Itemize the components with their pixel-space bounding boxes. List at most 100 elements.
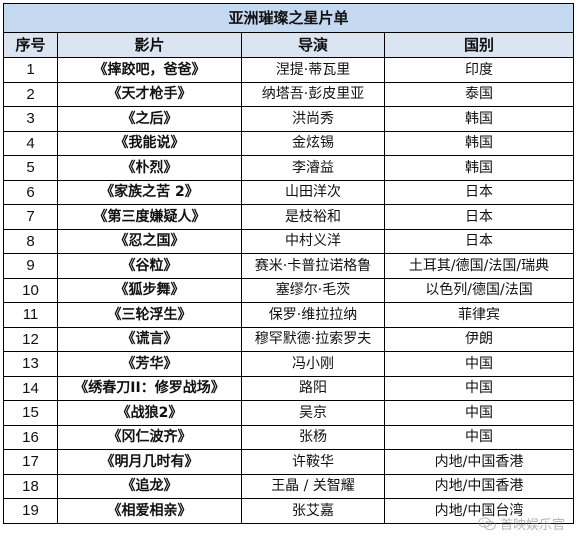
- cell-director: 路阳: [241, 375, 385, 401]
- cell-director: 穆罕默德·拉索罗夫: [241, 326, 385, 352]
- cell-film: 《冈仁波齐》: [57, 424, 242, 450]
- column-header-director: 导演: [241, 32, 385, 58]
- cell-country: 中国: [383, 375, 575, 401]
- cell-director: 张杨: [241, 424, 385, 450]
- cell-director: 是枝裕和: [241, 204, 385, 230]
- column-header-film: 影片: [57, 32, 242, 58]
- cell-country: 中国: [383, 351, 575, 377]
- table-row: 16 《冈仁波齐》 张杨 中国: [3, 424, 575, 450]
- column-header-number: 序号: [3, 32, 58, 58]
- cell-number: 9: [3, 253, 58, 279]
- table-title-row: 亚洲璀璨之星片单: [2, 3, 575, 33]
- table-row: 18 《追龙》 王晶 / 关智耀 内地/中国香港: [3, 473, 575, 499]
- cell-number: 15: [3, 400, 58, 426]
- cell-number: 7: [3, 204, 58, 230]
- cell-number: 6: [3, 179, 58, 205]
- cell-number: 11: [3, 302, 58, 328]
- cell-director: 赛米·卡普拉诺格鲁: [241, 253, 385, 279]
- cell-number: 14: [3, 375, 58, 401]
- table-row: 15 《战狼2》 吴京 中国: [3, 400, 575, 426]
- cell-film: 《家族之苦 2》: [57, 179, 242, 205]
- cell-number: 12: [3, 326, 58, 352]
- cell-director: 张艾嘉: [241, 498, 385, 524]
- cell-film: 《谎言》: [57, 326, 242, 352]
- cell-director: 许鞍华: [241, 449, 385, 475]
- cell-director: 山田洋次: [241, 179, 385, 205]
- cell-country: 土耳其/德国/法国/瑞典: [383, 253, 575, 279]
- cell-film: 《相爱相亲》: [57, 498, 242, 524]
- cell-film: 《忍之国》: [57, 228, 242, 254]
- cell-number: 16: [3, 424, 58, 450]
- cell-country: 内地/中国香港: [383, 473, 575, 499]
- table-row: 11 《三轮浮生》 保罗·维拉拉纳 菲律宾: [3, 302, 575, 328]
- table-title: 亚洲璀璨之星片单: [2, 3, 575, 33]
- cell-director: 金炫锡: [241, 130, 385, 156]
- cell-number: 1: [3, 57, 58, 83]
- cell-country: 泰国: [383, 81, 575, 107]
- cell-film: 《第三度嫌疑人》: [57, 204, 242, 230]
- table-row: 19 《相爱相亲》 张艾嘉 内地/中国台湾: [3, 498, 575, 524]
- cell-country: 以色列/德国/法国: [383, 277, 575, 303]
- film-list-sheet: 亚洲璀璨之星片单 序号 影片 导演 国别 1 《摔跤吧，爸爸》 涅提·蒂瓦里 印度 2 《…: [2, 3, 575, 524]
- cell-film: 《绣春刀II：修罗战场》: [57, 375, 242, 401]
- cell-number: 4: [3, 130, 58, 156]
- table-row: 10 《狐步舞》 塞缪尔·毛茨 以色列/德国/法国: [3, 277, 575, 303]
- cell-film: 《三轮浮生》: [57, 302, 242, 328]
- table-row: 6 《家族之苦 2》 山田洋次 日本: [3, 179, 575, 205]
- film-list-table: 亚洲璀璨之星片单 序号 影片 导演 国别 1 《摔跤吧，爸爸》 涅提·蒂瓦里 印度 2 《…: [2, 3, 575, 524]
- cell-film: 《摔跤吧，爸爸》: [57, 57, 242, 83]
- cell-country: 日本: [383, 179, 575, 205]
- cell-number: 13: [3, 351, 58, 377]
- cell-country: 韩国: [383, 130, 575, 156]
- cell-director: 李濬益: [241, 155, 385, 181]
- cell-film: 《之后》: [57, 106, 242, 132]
- cell-film: 《追龙》: [57, 473, 242, 499]
- table-row: 17 《明月几时有》 许鞍华 内地/中国香港: [3, 449, 575, 475]
- cell-number: 2: [3, 81, 58, 107]
- cell-director: 洪尚秀: [241, 106, 385, 132]
- table-row: 2 《天才枪手》 纳塔吾·彭皮里亚 泰国: [3, 81, 575, 107]
- cell-film: 《战狼2》: [57, 400, 242, 426]
- table-row: 5 《朴烈》 李濬益 韩国: [3, 155, 575, 181]
- table-row: 3 《之后》 洪尚秀 韩国: [3, 106, 575, 132]
- table-row: 14 《绣春刀II：修罗战场》 路阳 中国: [3, 375, 575, 401]
- cell-number: 18: [3, 473, 58, 499]
- cell-film: 《芳华》: [57, 351, 242, 377]
- cell-number: 3: [3, 106, 58, 132]
- cell-country: 韩国: [383, 106, 575, 132]
- cell-director: 塞缪尔·毛茨: [241, 277, 385, 303]
- table-row: 8 《忍之国》 中村义洋 日本: [3, 228, 575, 254]
- cell-film: 《朴烈》: [57, 155, 242, 181]
- cell-country: 菲律宾: [383, 302, 575, 328]
- cell-director: 纳塔吾·彭皮里亚: [241, 81, 385, 107]
- table-row: 12 《谎言》 穆罕默德·拉索罗夫 伊朗: [3, 326, 575, 352]
- cell-number: 10: [3, 277, 58, 303]
- table-row: 7 《第三度嫌疑人》 是枝裕和 日本: [3, 204, 575, 230]
- cell-film: 《狐步舞》: [57, 277, 242, 303]
- cell-director: 涅提·蒂瓦里: [241, 57, 385, 83]
- cell-director: 王晶 / 关智耀: [241, 473, 385, 499]
- cell-country: 印度: [383, 57, 575, 83]
- cell-number: 5: [3, 155, 58, 181]
- cell-country: 内地/中国香港: [383, 449, 575, 475]
- cell-number: 17: [3, 449, 58, 475]
- cell-director: 吴京: [241, 400, 385, 426]
- column-header-country: 国别: [383, 32, 575, 58]
- cell-country: 伊朗: [383, 326, 575, 352]
- cell-film: 《天才枪手》: [57, 81, 242, 107]
- cell-director: 冯小刚: [241, 351, 385, 377]
- cell-number: 19: [3, 498, 58, 524]
- cell-country: 中国: [383, 424, 575, 450]
- cell-number: 8: [3, 228, 58, 254]
- table-row: 9 《谷粒》 赛米·卡普拉诺格鲁 土耳其/德国/法国/瑞典: [3, 253, 575, 279]
- table-row: 13 《芳华》 冯小刚 中国: [3, 351, 575, 377]
- cell-director: 保罗·维拉拉纳: [241, 302, 385, 328]
- table-row: 1 《摔跤吧，爸爸》 涅提·蒂瓦里 印度: [3, 57, 575, 83]
- cell-director: 中村义洋: [241, 228, 385, 254]
- cell-country: 日本: [383, 204, 575, 230]
- cell-country: 内地/中国台湾: [383, 498, 575, 524]
- cell-country: 日本: [383, 228, 575, 254]
- table-header-row: 序号 影片 导演 国别: [3, 32, 575, 58]
- cell-film: 《谷粒》: [57, 253, 242, 279]
- cell-country: 韩国: [383, 155, 575, 181]
